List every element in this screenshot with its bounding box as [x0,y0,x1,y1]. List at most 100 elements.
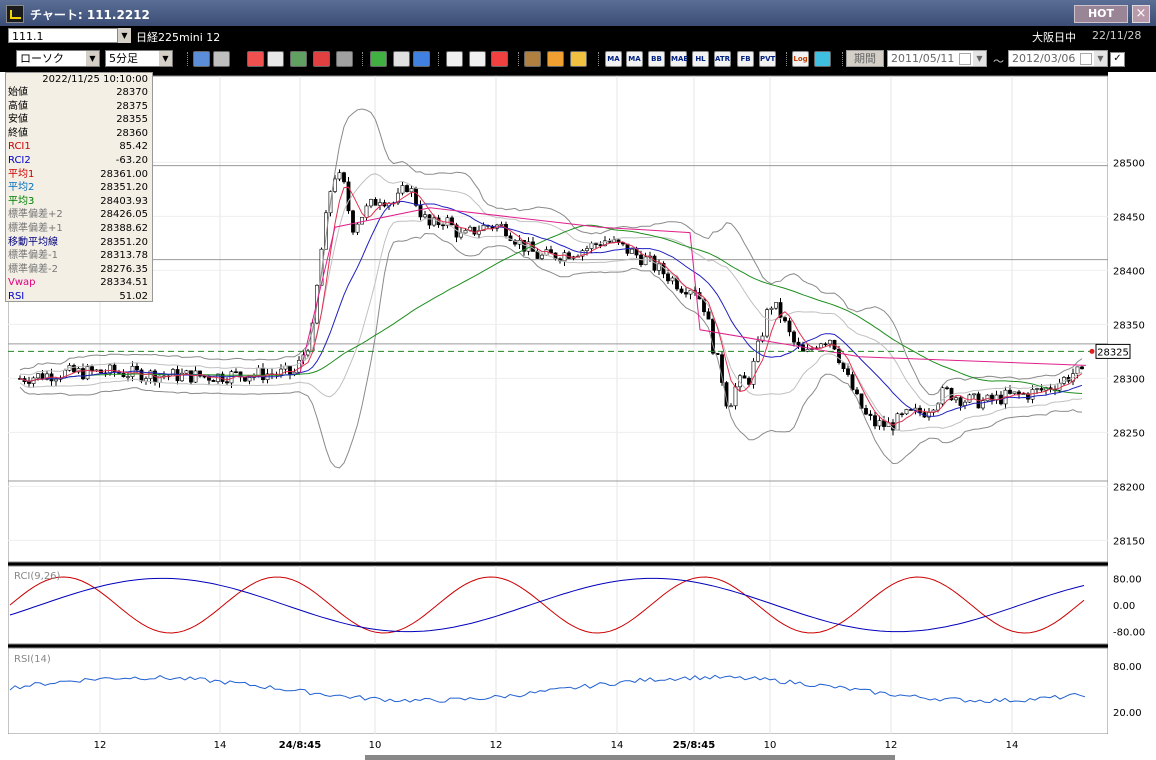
x-tick-label: 14 [611,740,624,751]
data-row-value: 28276.35 [100,263,148,275]
candle [841,362,846,370]
chart-toolbar: ローソク ▼ 5分足 ▼ MA MA BB MAE HL ATR FB PVT Log 期間 201… [0,46,1156,72]
chevron-down-icon[interactable]: ▼ [973,51,986,66]
candle [427,214,432,226]
data-row-label: 平均3 [8,195,35,207]
candle2-icon[interactable] [469,51,486,67]
candle [355,223,360,233]
period-checkbox[interactable]: ✓ [1110,52,1125,67]
candle [450,217,454,226]
candle [675,277,679,290]
candle [562,252,567,262]
data-row-value: 85.42 [119,141,148,153]
candle-icon[interactable] [446,51,463,67]
candle [1008,389,1012,394]
data-row: 平均3 28403.93 [6,195,152,209]
candle [702,298,706,313]
image-icon[interactable] [814,51,831,67]
symbol-input[interactable]: 111.1 [8,28,118,43]
candle [85,366,90,380]
candle [1026,393,1030,400]
period-button[interactable]: 期間 [846,50,884,67]
candle [198,370,202,377]
data-row-value: 28313.78 [100,250,148,262]
x-tick-label: 14 [214,740,227,751]
candle [738,375,742,388]
candlestick-chart[interactable]: 28500 28450 28400 28350 28300 28250 28200 28150… [0,72,1156,760]
date-from-input[interactable]: 2011/05/11 ▼ [887,50,987,67]
candle [589,243,594,249]
indicator-fb-button[interactable]: FB [737,51,754,67]
chevron-down-icon: ▼ [86,51,99,66]
brush-icon[interactable] [547,51,564,67]
calendar-icon[interactable] [1080,53,1092,65]
candle [900,413,904,416]
indicator-atr-button[interactable]: ATR [714,51,731,67]
data-row: 始値 28370 [6,86,152,100]
candle [630,248,634,254]
indicator-bb-button[interactable]: BB [648,51,665,67]
candle [360,216,364,225]
data-row: Vwap 28334.51 [6,276,152,290]
candle [1057,382,1062,391]
candle [76,368,81,373]
data-row-label: RCI1 [8,141,31,153]
y-tick-label: 28450 [1113,212,1145,223]
y-tick-label: 28500 [1113,158,1145,169]
data-row-label: RCI2 [8,154,31,166]
date-to-input[interactable]: 2012/03/06 ▼ [1008,50,1108,67]
bar-chart-icon[interactable] [290,51,307,67]
left-margin [0,72,8,760]
warning-icon[interactable] [336,51,353,67]
hot-button[interactable]: HOT [1074,5,1128,23]
symbol-dropdown-icon[interactable]: ▼ [118,28,131,43]
undo-icon[interactable] [413,51,430,67]
settings-icon[interactable] [524,51,541,67]
rsi-tick-label: 80.00 [1113,662,1142,673]
symbol-bar: 111.1 ▼ 日経225mini 12 大阪日中 22/11/28 [0,26,1156,46]
chart-type-select[interactable]: ローソク ▼ [16,50,100,67]
candle [796,341,801,346]
y-tick-label: 28400 [1113,266,1145,277]
close-button[interactable]: × [1132,5,1150,23]
indicator-mae-button[interactable]: MAE [670,51,688,67]
x-tick-label: 12 [490,740,503,751]
split-icon[interactable] [313,51,330,67]
interval-select[interactable]: 5分足 ▼ [105,50,173,67]
candle [958,397,963,406]
y-tick-label: 28150 [1113,536,1145,547]
color-icon[interactable] [570,51,587,67]
chevron-down-icon[interactable]: ▼ [1094,51,1107,66]
indicator-ma-button[interactable]: MA [605,51,622,67]
rci2-line [9,577,1085,633]
indicator-hl-button[interactable]: HL [692,51,709,67]
candle [472,226,477,235]
candle [342,172,346,183]
x-tick-label: 10 [369,740,382,751]
candle [670,277,675,282]
candle [202,375,207,378]
calendar-icon[interactable] [959,53,971,65]
candle [567,252,571,259]
data-row-label: 高値 [8,100,28,112]
candle [1080,366,1084,370]
candle [769,307,774,310]
crosshair-icon[interactable] [213,51,230,67]
download-icon[interactable] [247,51,264,67]
candle [189,370,193,383]
candle [765,309,769,337]
indicator-pvt-button[interactable]: PVT [759,51,776,67]
candle [504,223,508,237]
indicator-ma-button[interactable]: MA [626,51,643,67]
search-chart-icon[interactable] [267,51,284,67]
candle [940,387,945,405]
all-icon[interactable] [491,51,508,67]
zoom-icon[interactable] [193,51,210,67]
cursor-icon[interactable] [393,51,410,67]
chart-area[interactable]: 28500 28450 28400 28350 28300 28250 28200 28150… [0,72,1156,760]
rsi-tick-label: 20.00 [1113,708,1142,719]
pen-icon[interactable] [370,51,387,67]
candle [400,185,405,194]
candle [990,394,994,401]
indicator-log-button[interactable]: Log [792,51,809,67]
